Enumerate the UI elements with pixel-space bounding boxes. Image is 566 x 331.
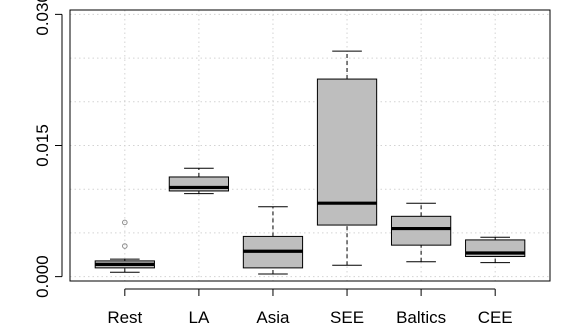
outlier-point [122, 219, 128, 226]
box-iqr [390, 215, 452, 246]
axis-layer: 0.000 0.015 0.030 Rest LA Asia SEE Baltics CEE [33, 0, 513, 327]
box-group-cee [465, 236, 526, 264]
y-tick-label: 0.015 [33, 124, 52, 167]
y-tick-label: 0.030 [33, 0, 52, 36]
box-group-asia [242, 206, 304, 275]
x-tick-label-la: LA [188, 308, 209, 327]
x-tick-label-baltics: Baltics [396, 308, 446, 327]
x-tick-label-asia: Asia [256, 308, 290, 327]
x-tick-label-rest: Rest [107, 308, 142, 327]
box-layer [94, 50, 526, 275]
box-iqr [316, 78, 378, 226]
x-tick-label-cee: CEE [478, 308, 513, 327]
x-tick-label-see: SEE [330, 308, 364, 327]
box-group-rest [94, 219, 155, 273]
outlier-point [122, 243, 128, 249]
box-group-see [316, 50, 378, 266]
plot-frame [69, 9, 551, 282]
box-group-la [168, 167, 230, 195]
y-tick-label: 0.000 [33, 255, 52, 298]
box-group-baltics [390, 202, 452, 263]
